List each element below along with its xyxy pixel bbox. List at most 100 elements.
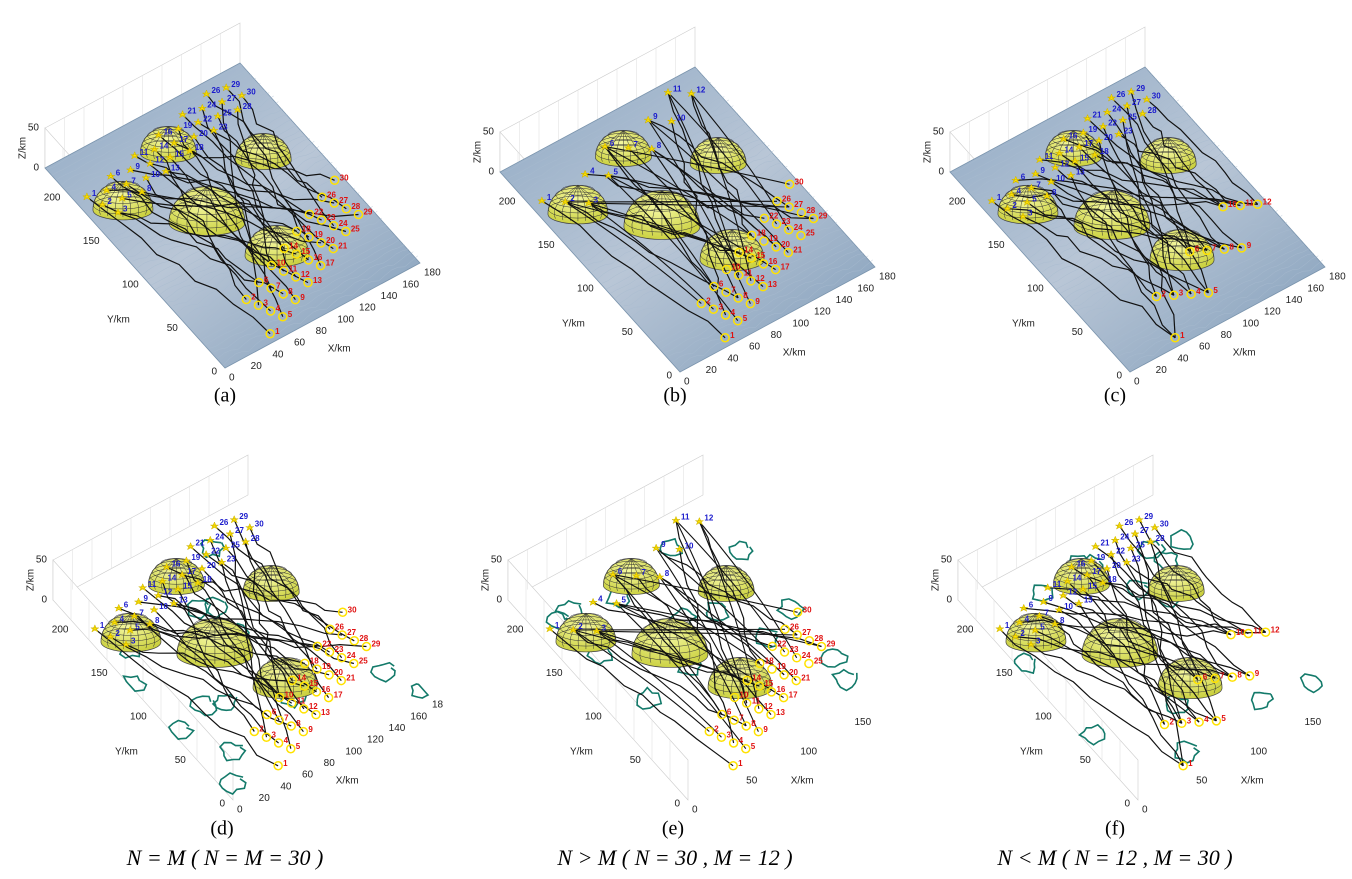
target-label: 26 bbox=[782, 194, 791, 203]
start-label: 17 bbox=[1092, 567, 1101, 576]
start-label: 7 bbox=[139, 608, 144, 617]
start-label: 23 bbox=[219, 122, 228, 131]
start-label: 5 bbox=[127, 191, 132, 200]
start-marker bbox=[198, 565, 206, 572]
start-label: 11 bbox=[681, 513, 690, 522]
start-label: 28 bbox=[1148, 106, 1157, 115]
target-label: 22 bbox=[769, 211, 778, 220]
x-tick-label: 0 bbox=[1142, 805, 1148, 816]
start-label: 4 bbox=[120, 615, 125, 624]
start-label: 25 bbox=[231, 540, 240, 549]
start-label: 21 bbox=[188, 107, 197, 116]
start-label: 19 bbox=[183, 121, 192, 130]
target-label: 23 bbox=[790, 645, 799, 654]
y-tick-label: 50 bbox=[1080, 755, 1092, 766]
panel-label: (a) bbox=[214, 385, 236, 407]
start-marker bbox=[1044, 584, 1052, 591]
start-label: 22 bbox=[203, 115, 212, 124]
start-label: 1 bbox=[100, 621, 105, 630]
target-label: 10 bbox=[740, 691, 749, 700]
start-marker bbox=[210, 522, 218, 529]
start-label: 28 bbox=[243, 102, 252, 111]
target-label: 11 bbox=[297, 696, 306, 705]
start-label: 5 bbox=[1040, 623, 1045, 632]
target-label: 15 bbox=[756, 251, 765, 260]
start-label: 6 bbox=[1021, 172, 1026, 181]
start-marker bbox=[652, 544, 660, 551]
panel-label: (e) bbox=[662, 818, 684, 840]
start-label: 11 bbox=[148, 580, 157, 589]
start-label: 3 bbox=[594, 195, 599, 204]
y-tick-label: 100 bbox=[1035, 712, 1052, 723]
start-label: 21 bbox=[196, 539, 205, 548]
start-label: 26 bbox=[211, 86, 220, 95]
target-label: 2 bbox=[259, 725, 264, 734]
target-label: 17 bbox=[789, 691, 798, 700]
z-axis-label: Z/km bbox=[931, 569, 942, 591]
start-marker bbox=[1151, 524, 1159, 531]
start-label: 11 bbox=[1045, 152, 1054, 161]
start-label: 3 bbox=[123, 205, 128, 214]
target-label: 2 bbox=[1169, 718, 1174, 727]
target-label: 25 bbox=[359, 657, 368, 666]
target-label: 24 bbox=[339, 219, 348, 228]
target-label: 7 bbox=[1212, 243, 1217, 252]
target-label: 7 bbox=[731, 285, 736, 294]
target-label: 2 bbox=[706, 297, 711, 306]
contour bbox=[412, 684, 428, 698]
target-label: 3 bbox=[1187, 716, 1192, 725]
start-label: 4 bbox=[1017, 187, 1022, 196]
figure: N = M ( N = M = 30 ) N > M ( N = 30 , M … bbox=[0, 0, 1352, 879]
start-marker bbox=[1135, 516, 1143, 523]
z-axis-label: Z/km bbox=[473, 141, 484, 163]
x-tick-label: 20 bbox=[1156, 365, 1168, 376]
target-label: 1 bbox=[1188, 759, 1193, 768]
target-label: 5 bbox=[751, 742, 756, 751]
x-tick-label: 60 bbox=[302, 770, 314, 781]
target-label: 23 bbox=[782, 217, 791, 226]
start-label: 9 bbox=[136, 162, 141, 171]
panel: 1234567891011121234567891011121314151617… bbox=[473, 27, 896, 407]
start-marker bbox=[1131, 530, 1139, 537]
y-tick-label: 150 bbox=[996, 668, 1013, 679]
target-label: 28 bbox=[351, 202, 360, 211]
target-label: 29 bbox=[363, 208, 372, 217]
target-label: 29 bbox=[371, 640, 380, 649]
start-label: 21 bbox=[1093, 111, 1102, 120]
y-tick-label: 0 bbox=[674, 799, 680, 810]
z-tick-label: 50 bbox=[941, 555, 953, 566]
contour bbox=[1301, 674, 1322, 693]
target-label: 10 bbox=[285, 691, 294, 700]
y-tick-label: 200 bbox=[499, 197, 516, 208]
start-label: 3 bbox=[1036, 637, 1041, 646]
target-label: 13 bbox=[776, 708, 785, 717]
y-tick-label: 200 bbox=[957, 625, 974, 636]
start-label: 26 bbox=[219, 518, 228, 527]
target-label: 5 bbox=[1213, 286, 1218, 295]
target-label: 22 bbox=[322, 639, 331, 648]
target-marker bbox=[805, 660, 813, 668]
x-tick-label: 60 bbox=[1199, 342, 1211, 353]
y-tick-label: 50 bbox=[167, 323, 179, 334]
start-label: 21 bbox=[1101, 539, 1110, 548]
start-label: 12 bbox=[155, 156, 164, 165]
target-label: 25 bbox=[814, 657, 823, 666]
start-label: 12 bbox=[1060, 160, 1069, 169]
target-label: 11 bbox=[289, 264, 298, 273]
target-label: 15 bbox=[309, 679, 318, 688]
x-axis-label: X/km bbox=[1233, 347, 1256, 358]
start-label: 25 bbox=[223, 108, 232, 117]
target-label: 18 bbox=[310, 656, 319, 665]
y-tick-label: 50 bbox=[1072, 327, 1084, 338]
start-label: 24 bbox=[215, 532, 224, 541]
start-label: 15 bbox=[175, 149, 184, 158]
x-tick-label: 120 bbox=[367, 735, 384, 746]
target-marker bbox=[287, 722, 295, 730]
start-label: 6 bbox=[618, 567, 623, 576]
x-tick-label: 140 bbox=[389, 723, 406, 734]
target-label: 7 bbox=[276, 281, 281, 290]
target-label: 24 bbox=[802, 651, 811, 660]
start-label: 28 bbox=[251, 534, 260, 543]
start-label: 24 bbox=[207, 100, 216, 109]
start-label: 22 bbox=[1108, 119, 1117, 128]
